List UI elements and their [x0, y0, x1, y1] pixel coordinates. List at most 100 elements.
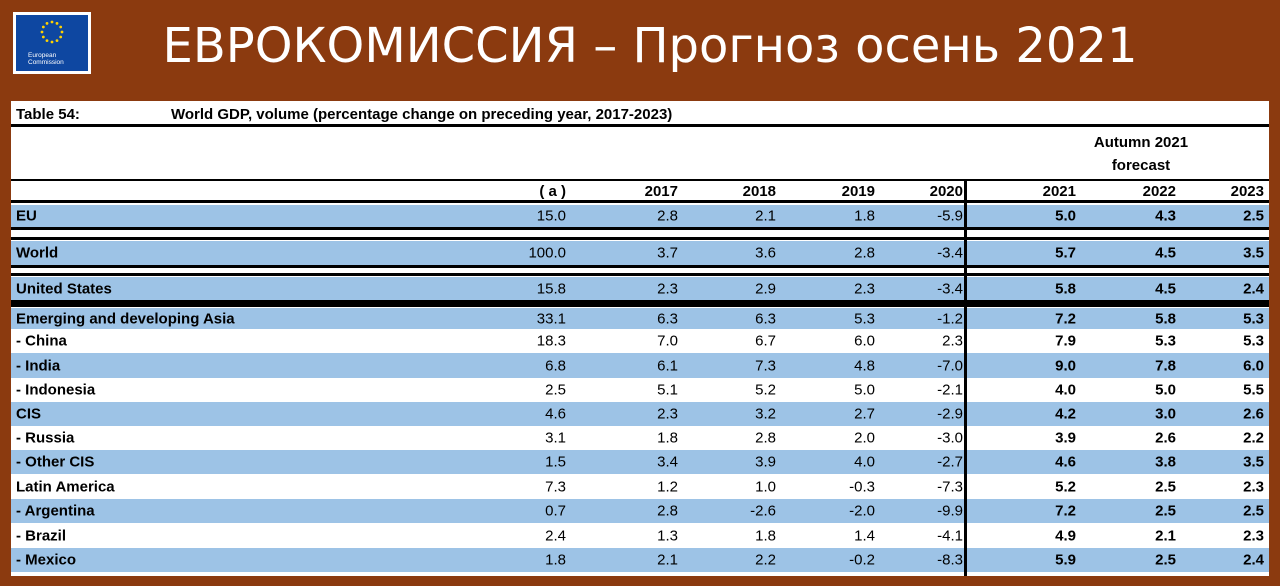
table-cell: 2.5 [1243, 502, 1264, 520]
table-cell: 7.3 [755, 357, 776, 374]
column-header: 2018 [742, 183, 776, 200]
logo-line2: Commission [28, 59, 64, 66]
table-cell: 2.0 [854, 429, 875, 447]
table-cell: 2.8 [755, 429, 776, 447]
column-header: 2017 [644, 183, 678, 200]
table-cell: 2.9 [755, 280, 776, 297]
gdp-table: Table 54: World GDP, volume (percentage … [11, 101, 1269, 576]
table-row: United States 15.8 2.3 2.9 2.3 -3.4 5.8 4.5 2.4 [11, 277, 1269, 300]
table-cell: 4.9 [1055, 527, 1076, 544]
table-row: - Brazil 2.4 1.3 1.8 1.4 -4.1 4.9 2.1 2.3 [11, 523, 1269, 548]
table-cell: 5.8 [1155, 310, 1176, 327]
table-row: - Argentina 0.7 2.8 -2.6 -2.0 -9.9 7.2 2.5 2.5 [11, 499, 1269, 523]
table-cell: 4.5 [1155, 244, 1176, 262]
table-cell: 1.8 [755, 527, 776, 544]
logo-line1: European [28, 52, 57, 59]
table-cell: 3.0 [1155, 405, 1176, 423]
table-cell: -8.3 [937, 551, 963, 569]
table-cell: 1.4 [854, 527, 875, 544]
row-label: - Russia [16, 429, 75, 447]
table-cell: 5.3 [1243, 332, 1264, 350]
table-cell: 2.1 [657, 551, 678, 569]
table-cell: 3.1 [545, 429, 566, 447]
table-cell: 7.2 [1055, 310, 1076, 327]
column-header: 2020 [929, 183, 963, 200]
table-cell: 2.6 [1155, 429, 1176, 447]
row-divider [11, 273, 1269, 276]
eu-star-icon [40, 30, 44, 34]
table-cell: 1.8 [545, 551, 566, 569]
table-cell: 5.5 [1243, 381, 1264, 399]
table-cell: -1.2 [937, 310, 963, 327]
column-header: 2022 [1142, 183, 1176, 200]
column-header: 2023 [1230, 183, 1264, 200]
table-cell: 3.4 [657, 453, 678, 471]
table-cell: 15.8 [536, 280, 566, 297]
row-label: - Mexico [16, 551, 77, 569]
table-cell: 5.9 [1055, 551, 1076, 569]
slide-title: ЕВРОКОМИССИЯ – Прогноз осень 2021 [162, 18, 1138, 74]
table-cell: 1.3 [657, 527, 678, 544]
table-cell: -3.0 [937, 429, 963, 447]
table-cell: 33.1 [536, 310, 566, 327]
table-cell: 7.9 [1055, 332, 1076, 350]
table-cell: 7.0 [657, 332, 678, 350]
column-header: ( a ) [539, 183, 566, 200]
table-cell: 2.3 [1243, 478, 1264, 495]
table-cell: 2.2 [755, 551, 776, 569]
eu-commission-logo: European Commission [13, 12, 91, 74]
column-header-row: ( a ) 2017 2018 2019 2020 2021 2022 2023 [11, 179, 1269, 203]
eu-star-icon [59, 35, 63, 39]
table-cell: 5.3 [1243, 310, 1264, 327]
table-cell: 2.3 [854, 280, 875, 297]
table-cell: 6.8 [545, 357, 566, 374]
table-cell: 3.6 [755, 244, 776, 262]
table-cell: -2.9 [937, 405, 963, 423]
table-cell: -4.1 [937, 527, 963, 544]
eu-star-icon [55, 21, 59, 25]
table-cell: 5.2 [1055, 478, 1076, 495]
table-cell: 2.4 [1243, 551, 1264, 569]
table-cell: -3.4 [937, 280, 963, 297]
table-cell: 2.8 [854, 244, 875, 262]
table-cell: 2.1 [755, 207, 776, 225]
table-cell: 1.8 [854, 207, 875, 225]
row-divider [11, 300, 1269, 304]
row-label: - Brazil [16, 527, 67, 544]
table-cell: -0.2 [849, 551, 875, 569]
table-cell: 15.0 [536, 207, 566, 225]
table-cell: -2.6 [750, 502, 776, 520]
eu-stars-icon [40, 20, 64, 44]
table-row: - India 6.8 6.1 7.3 4.8 -7.0 9.0 7.8 6.0 [11, 353, 1269, 378]
table-cell: 6.7 [755, 332, 776, 350]
table-cell: 4.6 [545, 405, 566, 423]
table-cell: -2.0 [849, 502, 875, 520]
column-header: 2019 [841, 183, 875, 200]
table-row: - China 18.3 7.0 6.7 6.0 2.3 7.9 5.3 5.3 [11, 329, 1269, 353]
table-cell: -2.7 [937, 453, 963, 471]
table-cell: 2.5 [1243, 207, 1264, 225]
table-cell: -0.3 [849, 478, 875, 495]
table-cell: 2.7 [854, 405, 875, 423]
table-row: - Mexico 1.8 2.1 2.2 -0.2 -8.3 5.9 2.5 2.4 [11, 548, 1269, 572]
table-cell: 4.8 [854, 357, 875, 374]
table-row: World 100.0 3.7 3.6 2.8 -3.4 5.7 4.5 3.5 [11, 241, 1269, 265]
table-cell: 7.2 [1055, 502, 1076, 520]
table-cell: 5.0 [1055, 207, 1076, 225]
table-cell: 2.3 [1243, 527, 1264, 544]
table-cell: 7.8 [1155, 357, 1176, 374]
table-cell: 5.2 [755, 381, 776, 399]
table-cell: 2.6 [1243, 405, 1264, 423]
table-cell: 4.6 [1055, 453, 1076, 471]
table-cell: 2.2 [1243, 429, 1264, 447]
table-cell: 4.5 [1155, 280, 1176, 297]
table-title: World GDP, volume (percentage change on … [171, 106, 673, 123]
table-cell: 5.0 [854, 381, 875, 399]
eu-star-icon [45, 39, 49, 43]
table-row: Latin America 7.3 1.2 1.0 -0.3 -7.3 5.2 2.5 2.3 [11, 474, 1269, 499]
row-label: EU [16, 207, 37, 225]
table-cell: 6.3 [657, 310, 678, 327]
table-cell: 5.8 [1055, 280, 1076, 297]
table-cell: 2.5 [545, 381, 566, 399]
table-cell: 7.3 [545, 478, 566, 495]
